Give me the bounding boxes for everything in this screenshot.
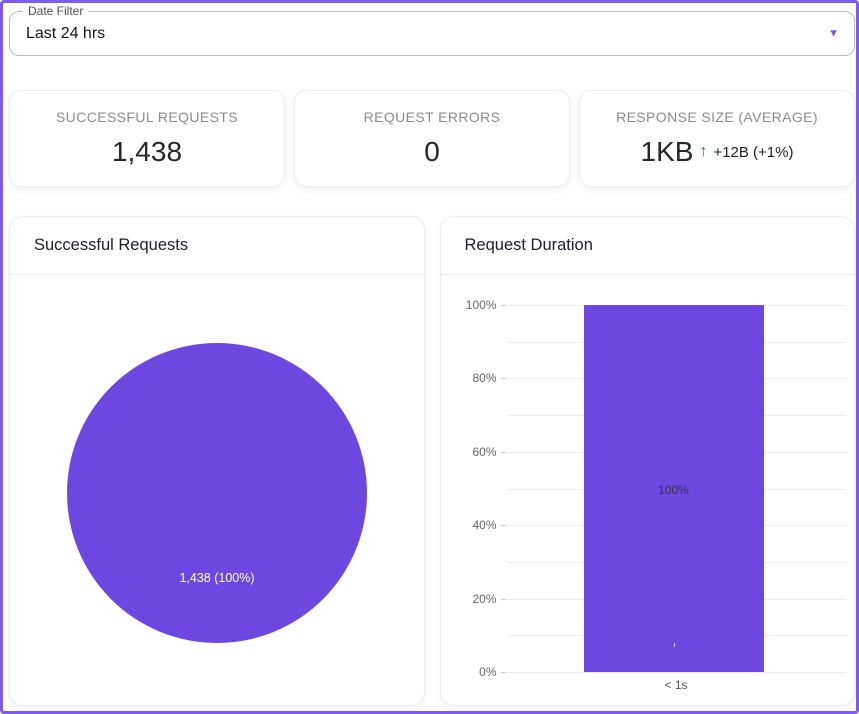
x-category-label: < 1s bbox=[664, 678, 688, 692]
panel-title: Successful Requests bbox=[10, 217, 424, 275]
stat-card-request-errors: REQUEST ERRORS 0 bbox=[294, 90, 570, 187]
y-tick-label: 100% bbox=[465, 298, 497, 312]
stat-card-response-size: RESPONSE SIZE (AVERAGE) 1KB ↑ +12B (+1%) bbox=[579, 90, 855, 187]
pie-chart: 1,438 (100%) bbox=[10, 276, 424, 705]
panel-successful-requests: Successful Requests 1,438 (100%) bbox=[9, 216, 425, 706]
y-tick-mark bbox=[500, 599, 506, 600]
date-filter-label: Date Filter bbox=[23, 4, 89, 18]
stat-label: REQUEST ERRORS bbox=[363, 109, 501, 125]
pie-slice-successful: 1,438 (100%) bbox=[67, 343, 367, 643]
x-tick-mark bbox=[673, 643, 675, 647]
stat-value: 1,438 bbox=[111, 136, 183, 167]
panel-request-duration: Request Duration 100% 80% 60% 40% 20% 0% bbox=[439, 216, 855, 706]
pie-slice-label: 1,438 (100%) bbox=[179, 571, 255, 585]
y-tick-mark bbox=[500, 672, 506, 673]
y-tick-label: 60% bbox=[472, 445, 497, 459]
stat-card-successful-requests: SUCCESSFUL REQUESTS 1,438 bbox=[9, 90, 285, 187]
duration-bar bbox=[583, 305, 764, 672]
stat-label: SUCCESSFUL REQUESTS bbox=[55, 109, 239, 125]
y-tick-mark bbox=[500, 305, 506, 306]
trend-up-icon: ↑ bbox=[699, 143, 708, 160]
charts-row: Successful Requests 1,438 (100%) Request… bbox=[9, 216, 855, 706]
y-tick-label: 40% bbox=[472, 518, 497, 532]
stat-value-row: 1KB ↑ +12B (+1%) bbox=[641, 136, 794, 168]
panel-title: Request Duration bbox=[440, 217, 854, 275]
y-tick-mark bbox=[500, 452, 506, 453]
stat-value: 0 bbox=[424, 136, 440, 167]
date-filter-value: Last 24 hrs bbox=[26, 24, 106, 42]
date-filter-select[interactable]: Date Filter Last 24 hrs ▼ bbox=[9, 4, 855, 56]
y-tick-label: 80% bbox=[472, 371, 497, 385]
gridline bbox=[506, 672, 846, 673]
bar-value-label: 100% bbox=[658, 483, 689, 497]
y-tick-mark bbox=[500, 525, 506, 526]
y-tick-mark bbox=[500, 378, 506, 379]
y-tick-label: 20% bbox=[472, 592, 497, 606]
stats-row: SUCCESSFUL REQUESTS 1,438 REQUEST ERRORS… bbox=[9, 90, 855, 187]
bar-chart: 100% 80% 60% 40% 20% 0% bbox=[441, 276, 855, 705]
y-tick-label: 0% bbox=[479, 665, 497, 679]
stat-value: 1KB bbox=[640, 136, 694, 167]
stat-label: RESPONSE SIZE (AVERAGE) bbox=[616, 109, 818, 125]
stat-delta: +12B (+1%) bbox=[713, 143, 794, 161]
chevron-down-icon[interactable]: ▼ bbox=[828, 27, 839, 39]
bar-plot-area: 100% bbox=[506, 305, 846, 673]
